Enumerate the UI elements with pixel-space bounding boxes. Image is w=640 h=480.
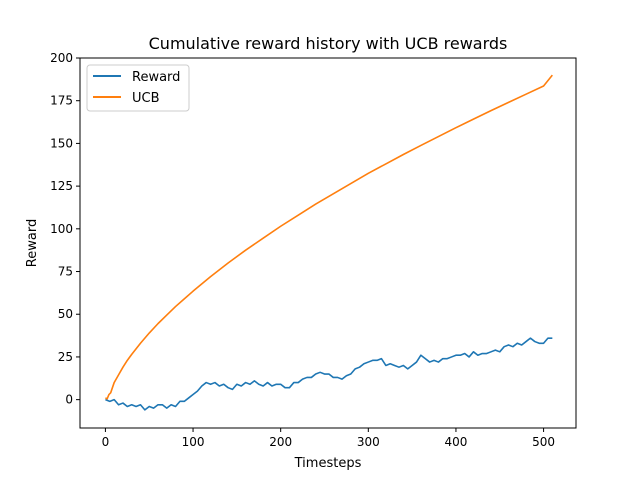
series-line-reward	[105, 337, 553, 411]
y-tick-label: 200	[50, 51, 73, 65]
legend: Reward UCB	[86, 64, 190, 112]
x-tick-label: 400	[444, 435, 467, 449]
y-tick-label: 75	[58, 265, 73, 279]
legend-label-ucb: UCB	[132, 91, 160, 106]
x-tick-label: 300	[357, 435, 380, 449]
x-tick-label: 200	[269, 435, 292, 449]
axes-layer: 0 100 200 300 400 500 0 25 50 75 100 125 150 175 200	[50, 51, 555, 449]
x-axis-label: Timesteps	[294, 456, 362, 471]
y-axis-label: Reward	[25, 219, 40, 267]
y-tick-label: 125	[50, 179, 73, 193]
y-tick-label: 100	[50, 222, 73, 236]
y-tick-label: 150	[50, 136, 73, 150]
y-tick-label: 0	[65, 393, 73, 407]
series-line-ucb	[105, 74, 553, 400]
y-tick-label: 50	[58, 307, 73, 321]
x-tick-label: 100	[182, 435, 205, 449]
x-tick-label: 500	[532, 435, 555, 449]
y-tick-label: 175	[50, 94, 73, 108]
y-tick-label: 25	[58, 350, 73, 364]
chart-title: Cumulative reward history with UCB rewar…	[149, 34, 508, 53]
legend-label-reward: Reward	[132, 70, 180, 85]
x-tick-label: 0	[102, 435, 110, 449]
series-layer	[105, 74, 553, 411]
plot-area-frame	[79, 57, 577, 429]
